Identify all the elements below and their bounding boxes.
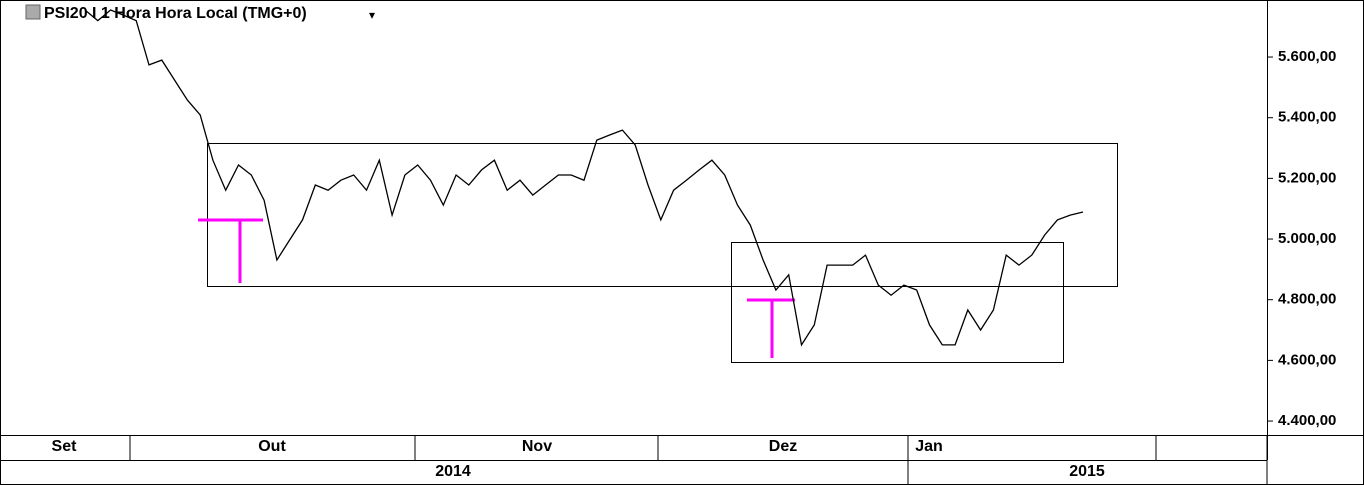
dropdown-arrow[interactable]: ▾ [369,8,375,22]
range-box [207,143,1118,287]
y-tick-label: 5.200,00 [1278,169,1336,186]
month-label: Dez [769,438,797,455]
t-marker [198,218,795,358]
year-label: 2014 [435,463,471,480]
price-line [84,9,1084,347]
year-label: 2015 [1069,463,1105,480]
y-tick-label: 4.400,00 [1278,412,1336,429]
range-box [731,242,1064,363]
symbol-icon[interactable] [25,4,41,20]
month-label: Set [52,438,78,455]
y-tick-label: 4.600,00 [1278,351,1336,368]
y-tick-label: 5.600,00 [1278,48,1336,65]
chart-title: PSI20 I 1 Hora Hora Local (TMG+0) [44,5,307,22]
y-tick-label: 5.400,00 [1278,109,1336,126]
y-tick-label: 5.000,00 [1278,230,1336,247]
month-label: Nov [522,438,552,455]
month-label: Out [258,438,286,455]
y-tick-label: 4.800,00 [1278,291,1336,308]
month-label: Jan [915,438,943,455]
